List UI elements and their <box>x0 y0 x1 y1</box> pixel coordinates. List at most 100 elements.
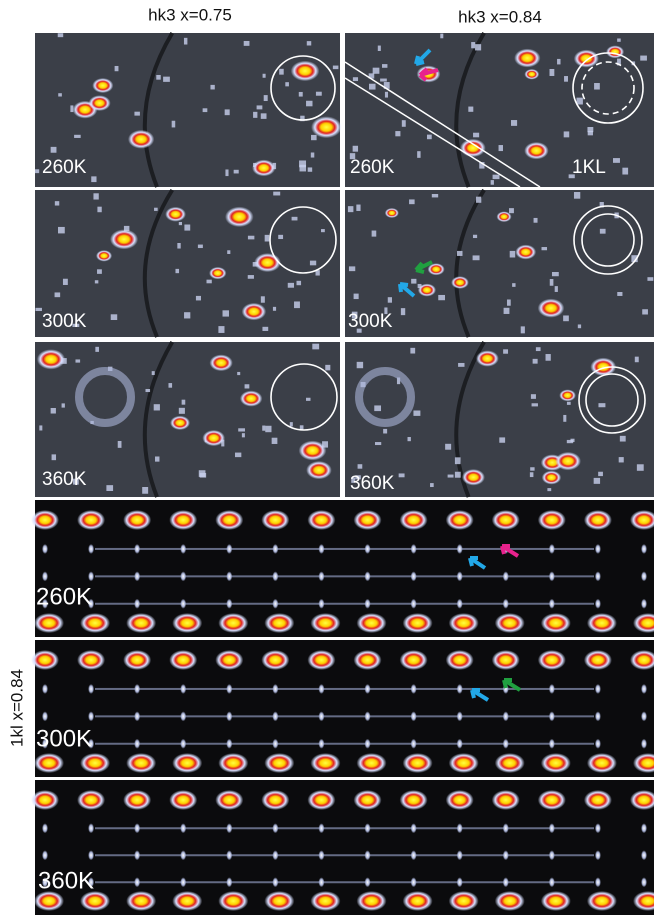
faint-spot <box>306 100 313 107</box>
faint-spot <box>549 279 554 286</box>
bright-spot <box>261 790 290 810</box>
faint-spot <box>364 850 371 861</box>
faint-spot <box>134 598 141 609</box>
faint-spot <box>384 307 388 315</box>
bright-spot <box>307 650 336 670</box>
faint-spot <box>42 543 48 554</box>
faint-spot <box>134 738 141 749</box>
panel-label: 360K <box>350 473 395 494</box>
faint-spot <box>372 67 380 74</box>
faint-spot <box>134 850 141 861</box>
faint-spot <box>42 823 48 834</box>
panel-label: 260K <box>36 583 92 610</box>
faint-spot <box>218 326 225 333</box>
bright-spot <box>311 116 342 139</box>
faint-spot <box>117 440 122 448</box>
bright-spot <box>586 613 617 633</box>
arc <box>454 31 486 188</box>
faint-spot <box>88 683 95 694</box>
faint-spot <box>506 299 511 306</box>
faint-spot <box>640 55 647 61</box>
faint-spot <box>634 356 639 363</box>
faint-spot <box>532 358 538 364</box>
bright-spot <box>633 613 654 633</box>
bright-spot <box>515 244 537 260</box>
bright-spot <box>475 350 499 367</box>
faint-spot <box>410 823 417 834</box>
bright-spot <box>514 48 541 68</box>
faint-spot <box>502 738 509 749</box>
faint-spot <box>566 439 574 444</box>
bright-spot <box>95 250 113 262</box>
faint-spot <box>383 428 388 434</box>
faint-spot <box>490 180 494 185</box>
circle <box>581 61 635 115</box>
faint-spot <box>184 224 191 231</box>
faint-spot <box>134 711 141 722</box>
bright-spot <box>77 650 106 670</box>
faint-spot <box>110 314 118 321</box>
bright-spot <box>356 891 387 911</box>
faint-spot <box>445 443 452 450</box>
bright-spot <box>451 276 469 289</box>
bright-spot <box>36 349 66 370</box>
faint-spot <box>227 250 231 254</box>
faint-spot <box>430 483 434 488</box>
faint-spot <box>151 371 155 376</box>
bright-spot <box>290 60 320 82</box>
faint-spot <box>409 199 415 205</box>
faint-spot <box>265 425 272 433</box>
bright-spot <box>264 753 295 773</box>
faint-spot <box>226 877 233 888</box>
panel-label: 360K <box>42 469 87 490</box>
faint-spot <box>285 82 289 87</box>
faint-spot <box>631 255 638 263</box>
bright-spot <box>170 415 191 430</box>
faint-spot <box>154 207 158 211</box>
faint-spot <box>417 283 422 289</box>
faint-spot <box>163 76 170 82</box>
streak <box>95 687 594 690</box>
faint-spot <box>456 683 463 694</box>
bright-spot <box>169 650 198 670</box>
bright-spot <box>80 891 111 911</box>
faint-spot <box>88 711 95 722</box>
faint-spot <box>520 326 525 334</box>
bright-spot <box>225 206 254 228</box>
faint-spot <box>272 306 277 311</box>
faint-spot <box>410 711 417 722</box>
faint-spot <box>39 425 43 431</box>
faint-spot <box>535 347 541 352</box>
faint-spot <box>641 683 647 694</box>
bright-spot <box>555 451 581 471</box>
faint-spot <box>42 571 48 582</box>
faint-spot <box>426 134 432 140</box>
faint-spot <box>51 454 57 461</box>
faint-spot <box>180 683 187 694</box>
bright-spot <box>537 298 565 318</box>
faint-spot <box>641 711 647 722</box>
faint-spot <box>35 169 40 174</box>
faint-spot <box>94 280 99 284</box>
faint-spot <box>502 571 509 582</box>
faint-spot <box>210 84 215 90</box>
faint-spot <box>262 425 266 431</box>
circle <box>573 205 643 275</box>
faint-spot <box>237 371 241 376</box>
bright-spot <box>540 613 571 633</box>
faint-spot <box>636 464 644 471</box>
faint-spot <box>97 206 102 213</box>
faint-spot <box>641 738 647 749</box>
faint-spot <box>262 326 269 331</box>
faint-spot <box>382 64 388 68</box>
faint-spot <box>618 457 624 463</box>
faint-spot <box>395 131 401 137</box>
bright-spot <box>583 510 612 530</box>
bright-spot <box>494 753 525 773</box>
bright-spot <box>306 460 332 480</box>
faint-spot <box>447 474 454 478</box>
streak <box>95 575 594 578</box>
faint-spot <box>548 877 555 888</box>
bright-spot <box>541 470 562 485</box>
faint-spot <box>647 277 654 281</box>
